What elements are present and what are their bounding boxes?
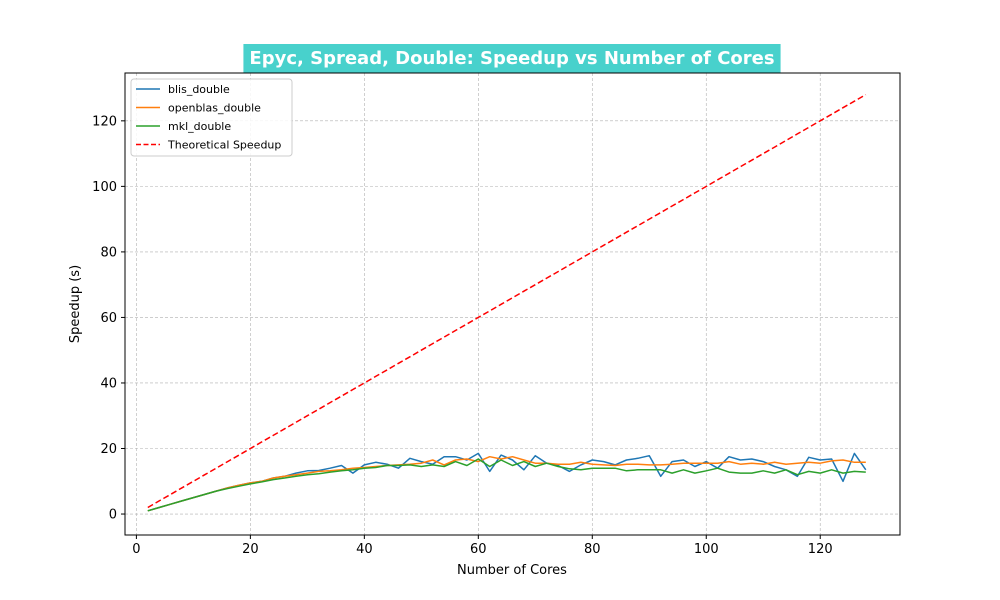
legend-label: Theoretical Speedup <box>167 139 281 152</box>
y-tick-label: 80 <box>100 245 117 260</box>
x-tick-label: 20 <box>242 542 259 557</box>
series-line-openblas-double <box>147 455 866 512</box>
y-axis-label: Speedup (s) <box>68 265 83 343</box>
legend-label: mkl_double <box>168 120 231 133</box>
legend-label: openblas_double <box>168 102 261 115</box>
y-tick-label: 60 <box>100 311 117 326</box>
y-tick-label: 100 <box>92 180 117 195</box>
grid <box>125 73 900 535</box>
x-tick-label: 40 <box>356 542 373 557</box>
series-line-theoretical-speedup <box>147 93 867 509</box>
legend: blis_double openblas_double mkl_double Theo… <box>130 78 293 157</box>
y-tick-label: 0 <box>109 508 117 523</box>
x-tick-label: 120 <box>808 542 833 557</box>
x-axis-label: Number of Cores <box>457 563 567 578</box>
y-tick-label: 20 <box>100 442 117 457</box>
series-lines <box>147 93 867 512</box>
legend-box <box>130 78 293 157</box>
y-tick-label: 120 <box>92 114 117 129</box>
series-line-mkl-double <box>147 458 866 512</box>
y-tick-label: 40 <box>100 376 117 391</box>
legend-label: blis_double <box>168 83 230 96</box>
x-tick-label: 80 <box>584 542 601 557</box>
plot-frame <box>124 72 901 536</box>
chart-title-background <box>243 44 781 73</box>
x-tick-label: 100 <box>694 542 719 557</box>
x-tick-label: 60 <box>470 542 487 557</box>
x-tick-label: 0 <box>132 542 140 557</box>
axis-ticks: 0 20 40 60 80 100 120 0 20 40 60 80 100 120 <box>92 114 832 557</box>
chart-title: Epyc, Spread, Double: Speedup vs Number … <box>249 48 774 69</box>
